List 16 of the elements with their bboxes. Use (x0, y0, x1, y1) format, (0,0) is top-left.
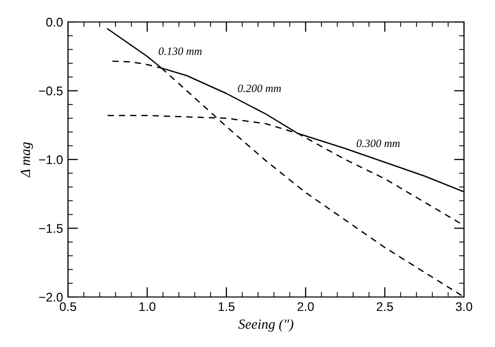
y-tick-label: −2.0 (39, 292, 63, 302)
annotation: 0.130 mm (158, 47, 202, 56)
y-tick-label: −0.5 (39, 86, 63, 96)
x-tick-label: 1.5 (218, 302, 235, 312)
y-tick-label: −1.0 (39, 155, 63, 164)
x-tick-label: 1.0 (139, 302, 156, 312)
y-tick-label: 0.0 (46, 18, 63, 27)
x-tick-label: 2.0 (298, 302, 314, 312)
x-tick-label: 3.0 (456, 302, 472, 312)
y-axis-title: Δ mag (20, 142, 33, 178)
annotation: 0.300 mm (356, 140, 400, 148)
x-tick-label: 0.5 (60, 302, 76, 312)
x-axis-title: Seeing (″) (238, 319, 294, 332)
annotation: 0.200 mm (238, 84, 281, 92)
x-tick-label: 2.5 (376, 302, 393, 312)
y-tick-label: −1.5 (39, 224, 63, 233)
